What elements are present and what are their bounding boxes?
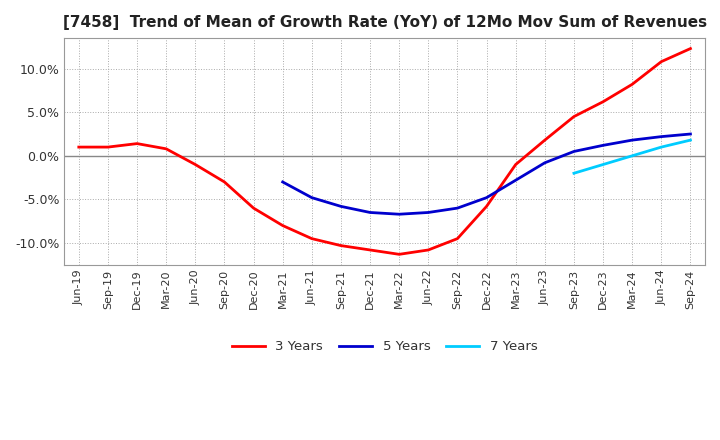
5 Years [511, 178, 520, 183]
7 Years [657, 144, 665, 150]
3 Years [162, 146, 171, 151]
5 Years [482, 195, 491, 200]
3 Years [482, 204, 491, 209]
3 Years [570, 114, 578, 119]
3 Years [511, 162, 520, 167]
3 Years [395, 252, 403, 257]
3 Years [279, 223, 287, 228]
3 Years [74, 144, 83, 150]
7 Years [599, 162, 608, 167]
5 Years [570, 149, 578, 154]
5 Years [337, 204, 346, 209]
3 Years [191, 162, 199, 167]
5 Years [686, 132, 695, 137]
3 Years [307, 236, 316, 241]
5 Years [453, 205, 462, 211]
5 Years [599, 143, 608, 148]
3 Years [686, 46, 695, 51]
7 Years [628, 153, 636, 158]
3 Years [424, 247, 433, 253]
5 Years [307, 195, 316, 200]
3 Years [337, 243, 346, 248]
3 Years [104, 144, 112, 150]
5 Years [424, 210, 433, 215]
5 Years [366, 210, 374, 215]
5 Years [628, 137, 636, 143]
3 Years [132, 141, 141, 146]
Line: 5 Years: 5 Years [283, 134, 690, 214]
5 Years [657, 134, 665, 139]
Legend: 3 Years, 5 Years, 7 Years: 3 Years, 5 Years, 7 Years [227, 335, 543, 359]
7 Years [570, 171, 578, 176]
3 Years [657, 59, 665, 64]
7 Years [686, 137, 695, 143]
3 Years [220, 180, 229, 185]
3 Years [249, 205, 258, 211]
5 Years [395, 212, 403, 217]
Line: 7 Years: 7 Years [574, 140, 690, 173]
5 Years [541, 160, 549, 165]
3 Years [541, 137, 549, 143]
5 Years [279, 180, 287, 185]
3 Years [453, 236, 462, 241]
3 Years [366, 247, 374, 253]
3 Years [599, 99, 608, 104]
3 Years [628, 82, 636, 87]
Line: 3 Years: 3 Years [78, 48, 690, 254]
Title: [7458]  Trend of Mean of Growth Rate (YoY) of 12Mo Mov Sum of Revenues: [7458] Trend of Mean of Growth Rate (YoY… [63, 15, 707, 30]
